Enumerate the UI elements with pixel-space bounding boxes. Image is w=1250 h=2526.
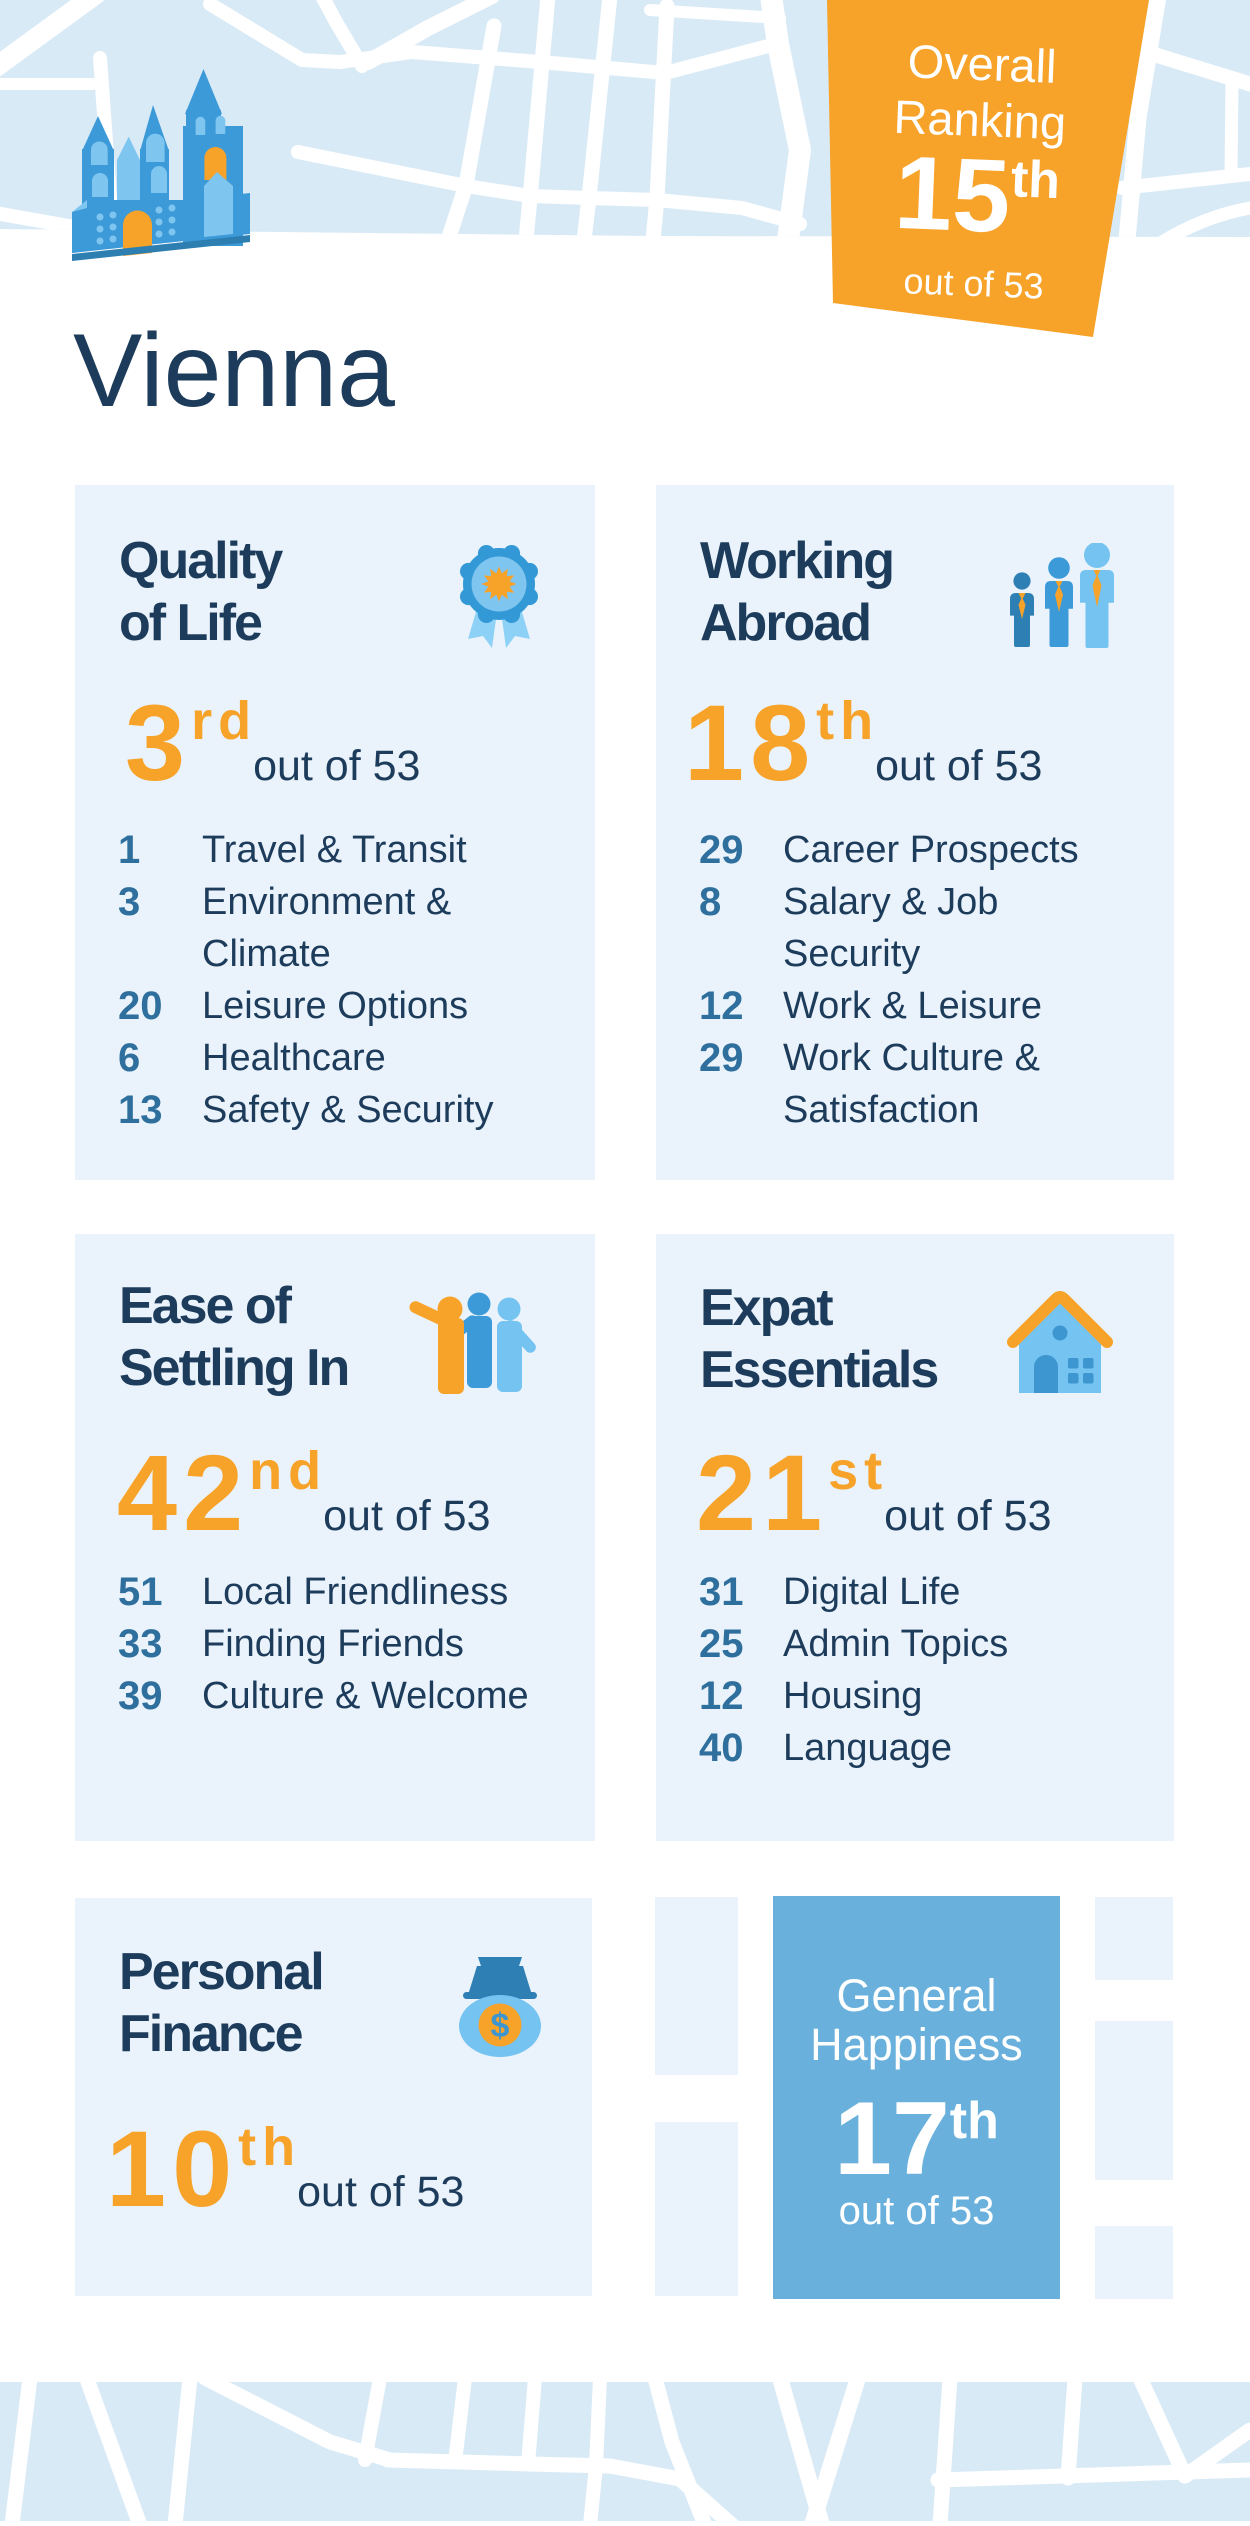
svg-text:$: $: [491, 2007, 510, 2045]
